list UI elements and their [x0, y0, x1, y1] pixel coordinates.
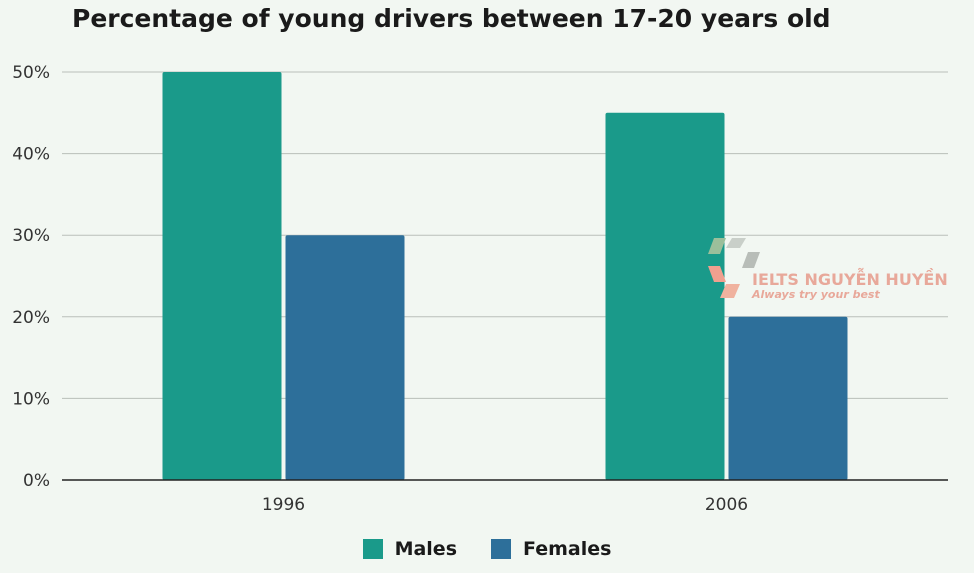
y-tick-label: 40%	[12, 145, 50, 165]
watermark-brand: IELTS NGUYỄN HUYỀN	[752, 270, 948, 289]
bar-females-1996	[285, 235, 405, 480]
legend-item-females[interactable]: Females	[491, 538, 611, 560]
bar-females-2006	[728, 316, 848, 480]
legend-label-females: Females	[523, 538, 612, 560]
y-tick-label: 10%	[12, 389, 50, 409]
bar-males-2006	[605, 112, 725, 481]
logo-icon	[708, 238, 760, 298]
y-tick-label: 30%	[12, 226, 50, 246]
y-tick-label: 50%	[12, 63, 50, 83]
legend-label-males: Males	[394, 538, 457, 560]
watermark-tagline: Always try your best	[752, 288, 880, 301]
legend-swatch-males	[362, 539, 383, 559]
chart-legend: Males Females	[0, 538, 974, 560]
chart-title: Percentage of young drivers between 17-2…	[72, 4, 831, 33]
watermark-logo: IELTS NGUYỄN HUYỀN Always try your best	[700, 234, 960, 304]
bar-males-1996	[162, 72, 282, 480]
legend-swatch-females	[491, 539, 511, 559]
x-tick-label: 2006	[705, 495, 748, 515]
legend-item-males[interactable]: Males	[362, 538, 457, 560]
y-tick-label: 20%	[12, 308, 50, 328]
y-tick-label: 0%	[23, 471, 50, 491]
x-tick-label: 1996	[262, 495, 305, 515]
